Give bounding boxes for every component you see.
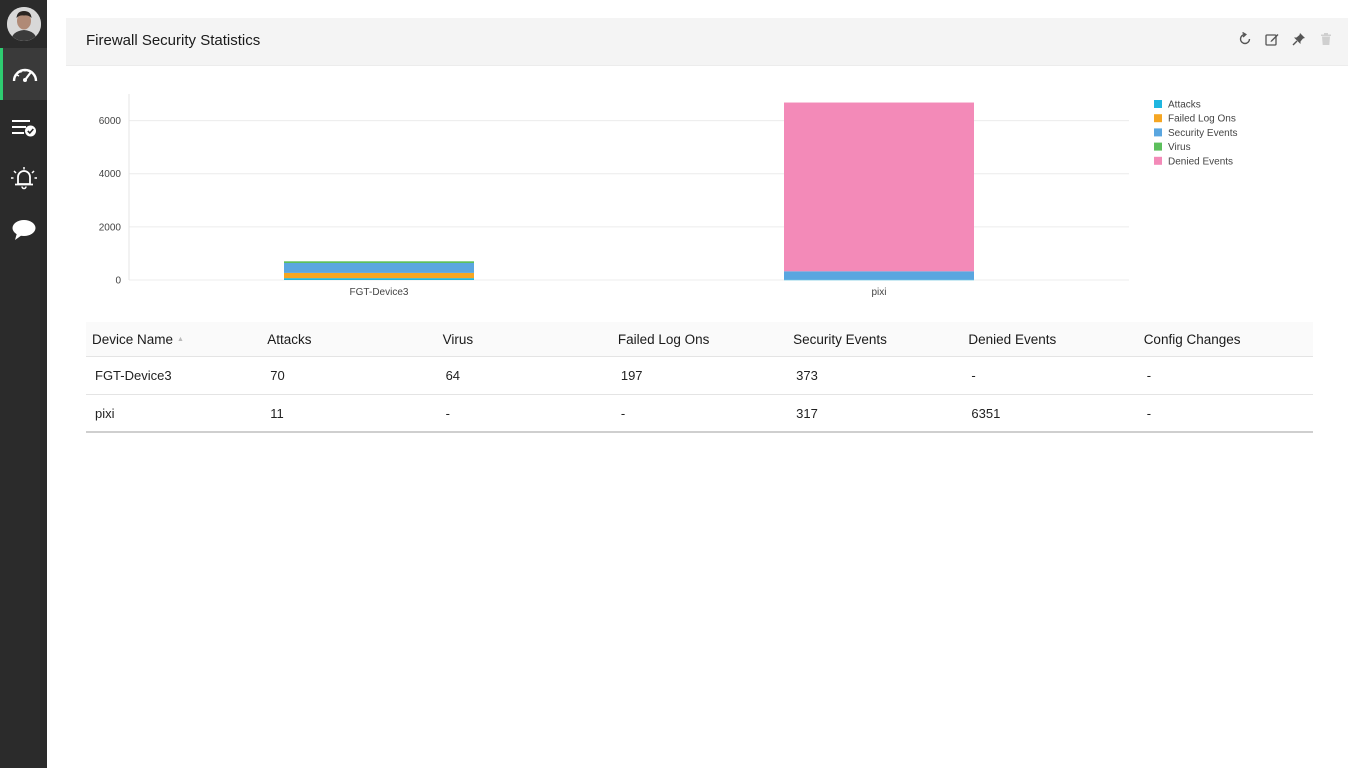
legend-label[interactable]: Denied Events	[1168, 156, 1233, 167]
widget-title: Firewall Security Statistics	[86, 32, 261, 49]
chart-legend: Attacks Failed Log Ons Security Events Viru…	[1154, 100, 1237, 167]
cell-virus: -	[445, 405, 450, 421]
nav-messages[interactable]	[0, 204, 47, 256]
column-header-config-changes[interactable]: Config Changes	[1143, 331, 1241, 347]
legend-swatch	[1154, 156, 1162, 165]
legend-swatch	[1154, 128, 1162, 137]
legend-swatch	[1154, 100, 1162, 108]
cell-config-changes: -	[1146, 368, 1152, 383]
y-tick-label: 0	[115, 276, 121, 287]
bar-segment[interactable]	[784, 102, 974, 272]
chat-bubble-icon	[11, 219, 37, 241]
cell-denied-events: 6351	[971, 405, 1001, 421]
legend-label[interactable]: Attacks	[1168, 100, 1201, 111]
cell-attacks: 70	[270, 368, 285, 383]
cell-device-name: pixi	[95, 405, 115, 421]
bar-segment[interactable]	[784, 271, 974, 280]
bar-segment[interactable]	[284, 262, 474, 273]
avatar-image	[7, 7, 41, 41]
cell-attacks: 11	[270, 405, 284, 421]
legend-label[interactable]: Failed Log Ons	[1168, 114, 1236, 125]
cell-config-changes: -	[1146, 405, 1152, 421]
legend-swatch	[1154, 114, 1162, 123]
y-tick-label: 6000	[99, 116, 122, 127]
speedometer-icon	[12, 64, 38, 84]
list-check-icon	[11, 118, 37, 138]
edit-button[interactable]	[1263, 33, 1280, 50]
y-tick-label: 2000	[99, 222, 122, 233]
column-header-security-events[interactable]: Security Events	[793, 331, 887, 347]
nav-alerts[interactable]	[0, 152, 47, 204]
nav-dashboard[interactable]	[0, 48, 47, 100]
widget-actions	[1236, 31, 1334, 51]
bar-segment[interactable]	[284, 261, 474, 263]
table-header: Device Name ▲ Attacks Virus Failed Log On…	[86, 322, 1313, 357]
edit-icon	[1264, 32, 1279, 51]
user-avatar[interactable]	[7, 7, 41, 41]
column-header-device-name[interactable]: Device Name ▲	[86, 332, 261, 347]
cell-security-events: 373	[796, 368, 818, 383]
legend-swatch	[1154, 142, 1162, 151]
cell-denied-events: -	[971, 368, 976, 383]
stacked-bar-chart: 0 2000 4000 6000 FGT-Device3 pixi Attacks Fai…	[99, 94, 1237, 298]
bar-segment[interactable]	[784, 279, 974, 281]
pin-icon	[1292, 32, 1306, 51]
refresh-button[interactable]	[1236, 31, 1253, 51]
pin-button[interactable]	[1290, 33, 1307, 50]
cell-security-events: 317	[796, 405, 818, 421]
cell-virus: 64	[445, 368, 461, 383]
sidebar	[0, 0, 47, 768]
cell-device-name: FGT-Device3	[95, 368, 172, 383]
device-stats-table: Device Name ▲ Attacks Virus Failed Log On…	[86, 322, 1313, 433]
nav-reports[interactable]	[0, 102, 47, 154]
bar-segment[interactable]	[284, 272, 474, 279]
delete-button[interactable]	[1317, 33, 1334, 50]
sort-ascending-icon: ▲	[177, 336, 184, 344]
chart-bars	[284, 102, 974, 281]
refresh-icon	[1238, 31, 1252, 51]
column-header-attacks[interactable]: Attacks	[267, 331, 312, 347]
column-header-denied-events[interactable]: Denied Events	[968, 331, 1057, 347]
table-row: pixi 11 - - 317 6351 -	[86, 395, 1313, 433]
column-header-failed-log-ons[interactable]: Failed Log Ons	[617, 331, 710, 347]
widget-header: Firewall Security Statistics	[66, 18, 1348, 66]
legend-label[interactable]: Security Events	[1168, 128, 1237, 139]
table-row: FGT-Device3 70 64 197 373 - -	[86, 357, 1313, 395]
x-tick-label: pixi	[871, 287, 886, 298]
cell-failed-log-ons: 197	[620, 368, 643, 383]
y-axis: 0 2000 4000 6000	[99, 94, 130, 287]
legend-label[interactable]: Virus	[1168, 142, 1191, 153]
cell-failed-log-ons: -	[620, 405, 626, 421]
chart-grid	[129, 120, 1129, 281]
column-header-virus[interactable]: Virus	[442, 331, 474, 347]
bar-segment[interactable]	[284, 278, 474, 280]
y-tick-label: 4000	[99, 169, 122, 180]
trash-icon	[1319, 32, 1333, 51]
column-header-label: Device Name	[92, 331, 174, 347]
x-tick-label: FGT-Device3	[350, 287, 409, 298]
x-axis: FGT-Device3 pixi	[350, 287, 887, 298]
alarm-bell-icon	[10, 166, 38, 190]
